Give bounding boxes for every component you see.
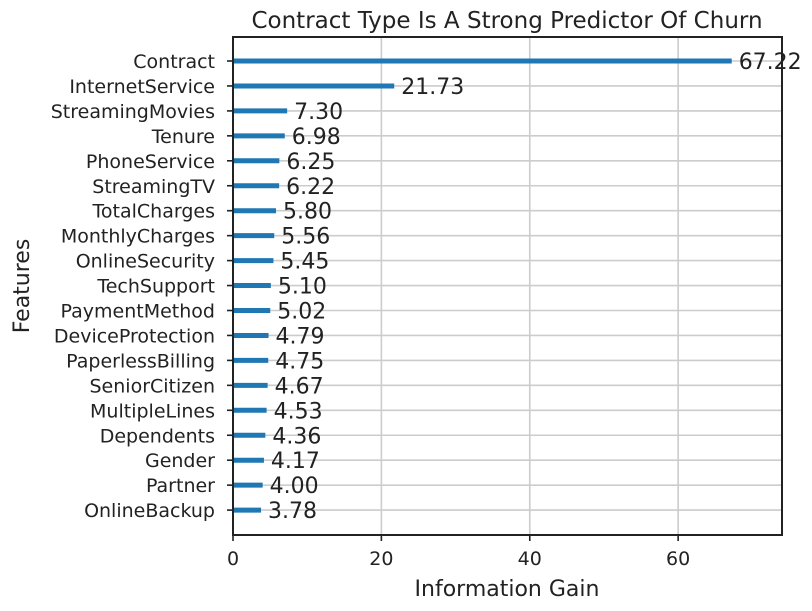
data-label: 6.22 bbox=[286, 175, 335, 200]
y-tick-label: StreamingMovies bbox=[51, 101, 215, 123]
y-tick-label: OnlineBackup bbox=[84, 500, 215, 522]
y-axis-label: Features bbox=[10, 239, 35, 334]
y-tick-label: MultipleLines bbox=[90, 400, 215, 422]
x-tick-label: 0 bbox=[227, 548, 239, 570]
y-tick-label: Dependents bbox=[100, 425, 215, 447]
data-label: 67.22 bbox=[739, 50, 802, 75]
data-label: 5.56 bbox=[281, 225, 330, 250]
y-tick-label: TechSupport bbox=[96, 276, 215, 298]
data-label: 4.17 bbox=[271, 449, 320, 474]
y-tick-label: StreamingTV bbox=[92, 176, 215, 198]
plot-area: 0 20 40 60 Contract 67.22 InternetService 21.73… bbox=[51, 36, 802, 570]
data-label: 5.80 bbox=[283, 200, 332, 225]
x-tick-label: 60 bbox=[666, 548, 690, 570]
chart-title: Contract Type Is A Strong Predictor Of C… bbox=[251, 8, 762, 34]
x-axis-label: Information Gain bbox=[415, 577, 600, 602]
data-label: 4.53 bbox=[274, 399, 323, 424]
y-tick-label: InternetService bbox=[69, 76, 215, 98]
data-label: 4.75 bbox=[275, 349, 324, 374]
y-tick-label: Tenure bbox=[151, 126, 215, 148]
data-label: 5.02 bbox=[277, 300, 326, 325]
data-label: 7.30 bbox=[294, 100, 343, 125]
data-label: 4.00 bbox=[270, 474, 319, 499]
x-tick-label: 40 bbox=[518, 548, 542, 570]
y-tick-label: TotalCharges bbox=[92, 201, 215, 223]
data-label: 4.67 bbox=[275, 374, 324, 399]
y-tick-label: Contract bbox=[133, 51, 215, 73]
data-label: 21.73 bbox=[401, 75, 464, 100]
y-tick-label: OnlineSecurity bbox=[76, 251, 215, 273]
y-tick-label: PaymentMethod bbox=[61, 301, 215, 323]
plot-frame bbox=[232, 36, 783, 536]
data-label: 3.78 bbox=[268, 499, 317, 524]
data-label: 5.45 bbox=[280, 250, 329, 275]
data-label: 6.98 bbox=[292, 125, 341, 150]
y-tick-label: PaperlessBilling bbox=[66, 350, 215, 372]
y-tick-label: MonthlyCharges bbox=[61, 226, 215, 248]
data-label: 5.10 bbox=[278, 275, 327, 300]
y-tick-label: DeviceProtection bbox=[54, 325, 215, 347]
data-label: 6.25 bbox=[286, 150, 335, 175]
y-tick-label: Partner bbox=[146, 475, 215, 497]
x-tick-label: 20 bbox=[369, 548, 393, 570]
y-tick-label: PhoneService bbox=[86, 151, 215, 173]
data-label: 4.79 bbox=[276, 324, 325, 349]
data-label: 4.36 bbox=[272, 424, 321, 449]
y-tick-label: SeniorCitizen bbox=[90, 375, 216, 397]
y-tick-label: Gender bbox=[145, 450, 215, 472]
